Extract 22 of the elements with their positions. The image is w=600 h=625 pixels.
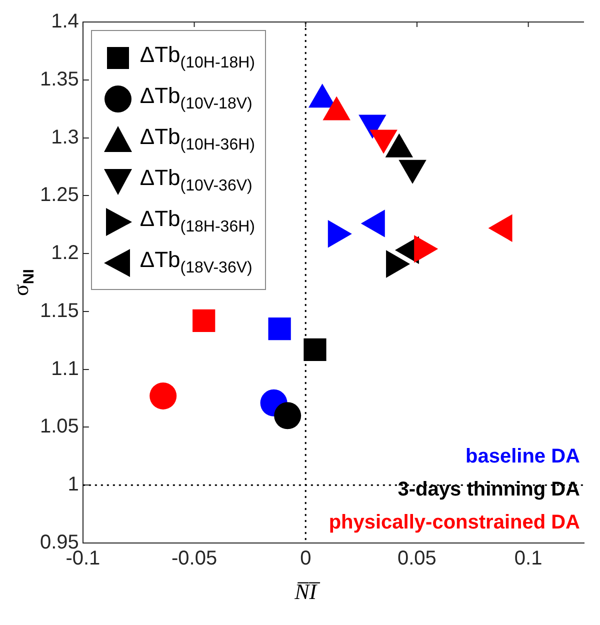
annotation: 3-days thinning DA xyxy=(398,478,580,501)
legend-label: ΔTb$_{(10V-18V)}$ xyxy=(140,83,252,114)
legend-label: ΔTb$_{(10H-18H)}$ xyxy=(140,42,255,73)
y-tick-label: 1.35 xyxy=(40,68,79,90)
x-tick-label: 0.1 xyxy=(514,548,542,570)
legend-label: ΔTb$_{(18H-36H)}$ xyxy=(140,206,255,237)
y-tick-label: 1.1 xyxy=(51,358,79,380)
y-tick-label: 1.25 xyxy=(40,184,79,206)
legend-label: ΔTb$_{(18V-36V)}$ xyxy=(140,247,252,278)
x-tick-label: -0.05 xyxy=(171,548,218,570)
annotation: physically-constrained DA xyxy=(328,512,580,534)
y-tick-label: 1.3 xyxy=(51,126,79,148)
y-tick-label: 1.15 xyxy=(40,300,79,322)
annotation: baseline DA xyxy=(466,446,580,468)
legend-label: ΔTb$_{(10V-36V)}$ xyxy=(140,165,252,196)
y-tick-label: 1.4 xyxy=(51,10,79,33)
x-tick-label: 0.05 xyxy=(398,548,436,570)
y-tick-label: 1 xyxy=(68,474,79,496)
y-tick-label: 1.05 xyxy=(40,416,79,438)
y-tick-label: 1.2 xyxy=(51,242,79,264)
legend-label: ΔTb$_{(10H-36H)}$ xyxy=(140,124,255,155)
x-tick-label: 0 xyxy=(300,548,312,570)
